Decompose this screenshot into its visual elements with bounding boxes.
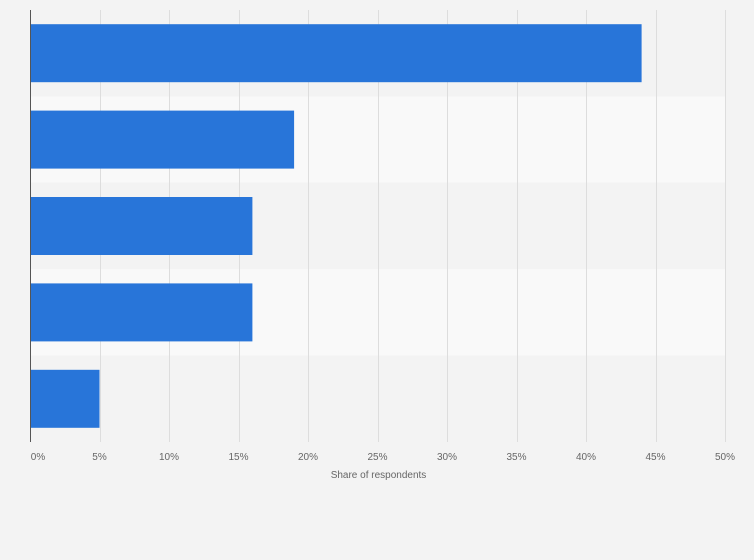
x-tick-label: 15% [228,452,248,463]
x-tick-label: 20% [298,452,318,463]
x-tick-label: 45% [645,452,665,463]
bar [30,283,253,342]
x-tick-label: 50% [715,452,735,463]
bar [30,197,253,255]
x-tick-label: 25% [367,452,387,463]
x-tick-label: 5% [92,452,107,463]
x-tick-label: 0% [31,452,46,463]
bar [30,110,295,169]
bars [30,24,642,428]
bar [30,24,642,83]
x-axis-ticks: 0% 5% 10% 15% 20% 25% 30% 35% 40% 45% 50% [31,452,735,463]
x-tick-label: 35% [506,452,526,463]
x-tick-label: 40% [576,452,596,463]
row-bands [30,10,725,442]
row-band [30,355,725,442]
bar [30,369,100,428]
x-axis-title: Share of respondents [331,470,427,481]
x-tick-label: 30% [437,452,457,463]
x-tick-label: 10% [159,452,179,463]
